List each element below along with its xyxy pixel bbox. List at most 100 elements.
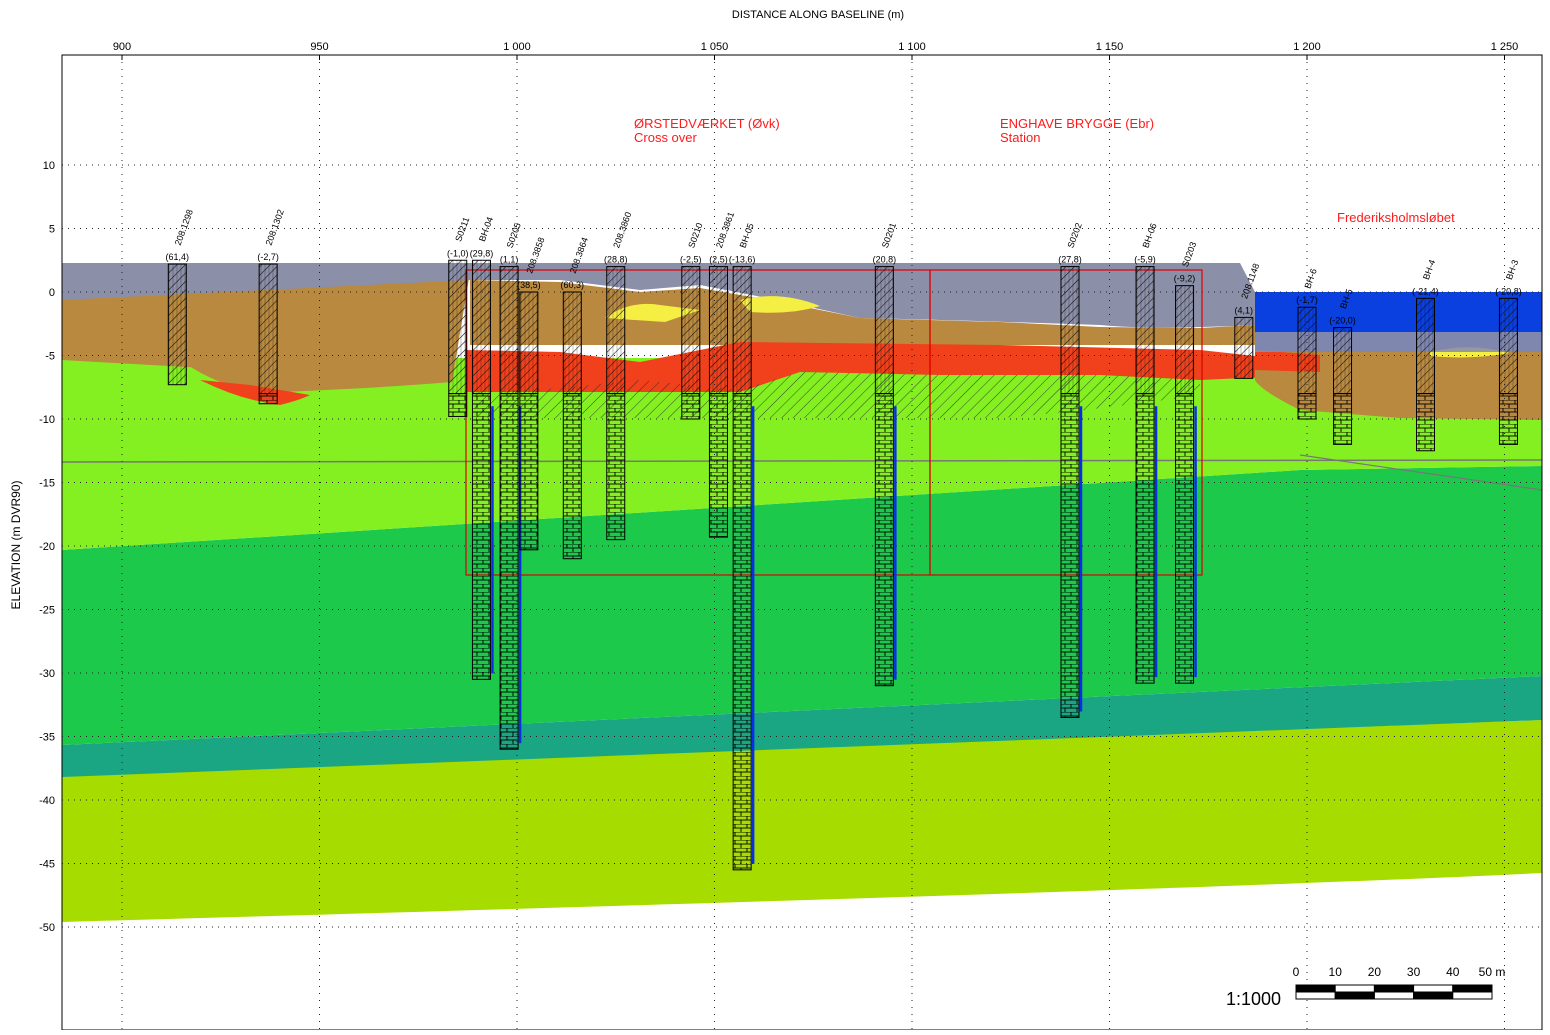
borehole-limestone	[1416, 393, 1435, 452]
borehole-value: (-1,7)	[1296, 295, 1318, 305]
borehole-value: (2,5)	[709, 255, 728, 265]
scale-bar-segments	[1295, 984, 1493, 1000]
borehole-value: (27,8)	[1058, 255, 1082, 265]
borehole-limestone	[562, 393, 582, 560]
borehole-value: (20,8)	[873, 255, 897, 265]
borehole-limestone	[1297, 393, 1317, 420]
boundary-line-1	[62, 459, 1542, 463]
borehole-upper-lines	[563, 292, 582, 394]
borehole-limestone	[499, 393, 519, 750]
borehole-limestone	[681, 393, 701, 420]
y-tick-label: -15	[39, 478, 55, 490]
borehole-value: (-9,2)	[1174, 274, 1196, 284]
borehole: (29,8)BH-04	[470, 216, 495, 680]
y-tick-labels: 10 5 0 -5 -10 -15 -20 -25 -30 -35 -40 -45 -50	[39, 160, 55, 934]
borehole: (-1,7)BH-6	[1296, 267, 1319, 420]
enghave-subtitle: Station	[1000, 130, 1040, 145]
x-tick-label: 1 050	[701, 41, 729, 53]
borehole: (38,5)208.3858	[517, 236, 547, 551]
borehole-limestone	[471, 393, 491, 680]
borehole: (1,1)S0205	[499, 221, 523, 750]
scale-label: 20	[1368, 965, 1382, 979]
y-tick-label: 10	[43, 160, 55, 172]
borehole-limestone	[448, 393, 468, 417]
borehole-limestone	[708, 393, 728, 538]
x-tick-labels: 900 950 1 000 1 050 1 100 1 150 1 200 1 250	[113, 41, 1518, 53]
scale-label: 50 m	[1479, 965, 1506, 979]
x-tick-label: 1 150	[1096, 41, 1124, 53]
borehole-upper-lines	[709, 266, 728, 394]
scale-labels: 0 10 20 30 40 50 m	[1293, 965, 1506, 979]
borehole-upper-lines	[1136, 266, 1155, 394]
borehole-limestone	[258, 393, 278, 405]
borehole-value: (28,8)	[604, 255, 628, 265]
borehole-upper-lines	[606, 266, 625, 394]
y-tick-label: -5	[45, 351, 55, 363]
borehole-limestone	[732, 393, 752, 871]
borehole-value: (-21,4)	[1412, 286, 1439, 296]
y-tick-label: -45	[39, 859, 55, 871]
borehole-upper-lines	[733, 266, 752, 394]
layer-light-green-lower	[62, 460, 1542, 550]
x-tick-label: 1 000	[503, 41, 531, 53]
layer-yellow-lens-1	[605, 303, 700, 322]
y-tick-label: -10	[39, 414, 55, 426]
borehole: (-21,4)BH-4	[1412, 258, 1439, 452]
x-axis-title: DISTANCE ALONG BASELINE (m)	[732, 9, 904, 21]
borehole-upper-lines	[1234, 317, 1253, 379]
y-tick-label: -20	[39, 541, 55, 553]
layer-gray-top	[62, 263, 1255, 328]
gridlines	[62, 55, 1542, 1030]
x-tick-label: 1 100	[898, 41, 926, 53]
y-tick-label: 5	[49, 224, 55, 236]
borehole-value: (4,1)	[1235, 305, 1254, 315]
borehole: (20,8)S0201	[873, 221, 898, 687]
y-tick-label: -35	[39, 732, 55, 744]
scale-ratio: 1:1000	[1226, 989, 1281, 1009]
y-axis-title: ELEVATION (m DVR90)	[9, 481, 23, 610]
borehole-upper-lines	[681, 266, 700, 394]
x-tick-label: 900	[113, 41, 131, 53]
borehole-upper-lines	[448, 260, 467, 394]
scale-segment	[1373, 991, 1415, 1000]
scale-label: 30	[1407, 965, 1421, 979]
scale-segment	[1334, 984, 1375, 993]
borehole-limestone	[1060, 393, 1080, 718]
borehole-upper-lines	[1061, 266, 1079, 394]
scale-segment	[1334, 991, 1375, 1000]
layer-red-left	[200, 380, 310, 405]
orsted-title: ØRSTEDVÆRKET (Øvk)	[634, 116, 780, 131]
borehole: (2,5)208.3861	[708, 211, 736, 538]
y-tick-label: -25	[39, 605, 55, 617]
borehole-value: (-20,8)	[1495, 286, 1522, 296]
layer-olive	[62, 720, 1542, 922]
y-tick-label: 0	[49, 287, 55, 299]
scale-label: 0	[1293, 965, 1300, 979]
frederiksholmslobet-label: Frederiksholmsløbet	[1337, 210, 1455, 225]
layer-teal	[62, 676, 1542, 777]
borehole-upper-lines	[875, 266, 894, 394]
borehole: (-5,9)BH-06	[1134, 222, 1159, 684]
borehole-value: (38,5)	[517, 280, 541, 290]
x-tick-label: 1 200	[1293, 41, 1321, 53]
scale-label: 40	[1446, 965, 1460, 979]
scale-segment	[1413, 991, 1454, 1000]
layer-hatched-transition	[475, 372, 1200, 418]
scale-segment	[1295, 991, 1336, 1000]
borehole: (-20,8)BH-3	[1495, 258, 1522, 445]
strata	[62, 55, 1542, 1030]
y-tick-label: -30	[39, 668, 55, 680]
borehole: (60,3)208.3864	[561, 236, 590, 560]
boundary-line-2	[1299, 454, 1542, 491]
y-tick-label: -50	[39, 922, 55, 934]
layer-gray-right	[1255, 332, 1542, 352]
borehole-upper-lines	[1499, 298, 1518, 394]
borehole-value: (60,3)	[561, 280, 585, 290]
borehole-limestone	[1135, 393, 1155, 684]
borehole-upper-lines	[519, 292, 538, 394]
enghave-title: ENGHAVE BRYGGE (Ebr)	[1000, 116, 1154, 131]
orsted-subtitle: Cross over	[634, 130, 698, 145]
y-tick-label: -40	[39, 795, 55, 807]
x-tick-label: 1 250	[1491, 41, 1519, 53]
layer-brown-right	[1255, 352, 1542, 420]
